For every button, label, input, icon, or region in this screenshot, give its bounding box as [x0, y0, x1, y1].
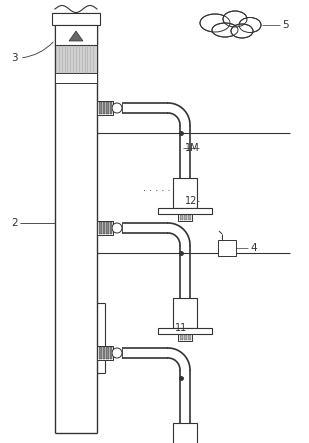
Text: 2: 2: [11, 218, 18, 228]
Ellipse shape: [212, 23, 238, 37]
Bar: [178, 214, 192, 221]
Bar: [158, 208, 212, 214]
Bar: [180, 215, 183, 220]
Bar: [158, 328, 212, 334]
Bar: [173, 423, 197, 443]
Ellipse shape: [202, 14, 262, 36]
Bar: [55, 73, 97, 83]
Bar: [97, 101, 113, 115]
Text: 12: 12: [185, 196, 197, 206]
Bar: [218, 240, 236, 256]
Circle shape: [112, 103, 122, 113]
Ellipse shape: [223, 11, 247, 27]
Bar: [106, 347, 108, 359]
Circle shape: [112, 223, 122, 233]
Ellipse shape: [231, 24, 253, 38]
Bar: [106, 222, 108, 234]
Bar: [184, 215, 187, 220]
Bar: [109, 222, 112, 234]
Bar: [109, 102, 112, 114]
Circle shape: [112, 348, 122, 358]
Bar: [180, 335, 183, 340]
Bar: [99, 347, 101, 359]
Ellipse shape: [200, 14, 230, 32]
Bar: [103, 222, 105, 234]
Bar: [97, 346, 113, 360]
Bar: [99, 222, 101, 234]
Bar: [106, 102, 108, 114]
Text: · · · · · ·: · · · · · ·: [143, 186, 177, 196]
Text: 5: 5: [282, 20, 289, 30]
Bar: [52, 13, 100, 25]
Bar: [103, 102, 105, 114]
Text: 1M: 1M: [185, 143, 200, 153]
Bar: [173, 298, 197, 328]
Bar: [97, 221, 113, 235]
Bar: [178, 334, 192, 341]
Bar: [188, 215, 191, 220]
Text: 3: 3: [11, 53, 18, 63]
Bar: [188, 335, 191, 340]
Text: 11: 11: [175, 323, 187, 333]
Ellipse shape: [239, 18, 261, 32]
Bar: [109, 347, 112, 359]
Polygon shape: [69, 31, 83, 41]
Bar: [184, 335, 187, 340]
Bar: [55, 45, 97, 73]
Bar: [173, 178, 197, 208]
Bar: [103, 347, 105, 359]
Text: 4: 4: [250, 243, 257, 253]
Bar: [99, 102, 101, 114]
Bar: [55, 25, 97, 45]
